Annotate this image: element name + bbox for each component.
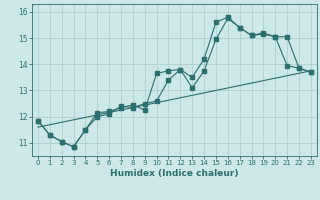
X-axis label: Humidex (Indice chaleur): Humidex (Indice chaleur) [110,169,239,178]
